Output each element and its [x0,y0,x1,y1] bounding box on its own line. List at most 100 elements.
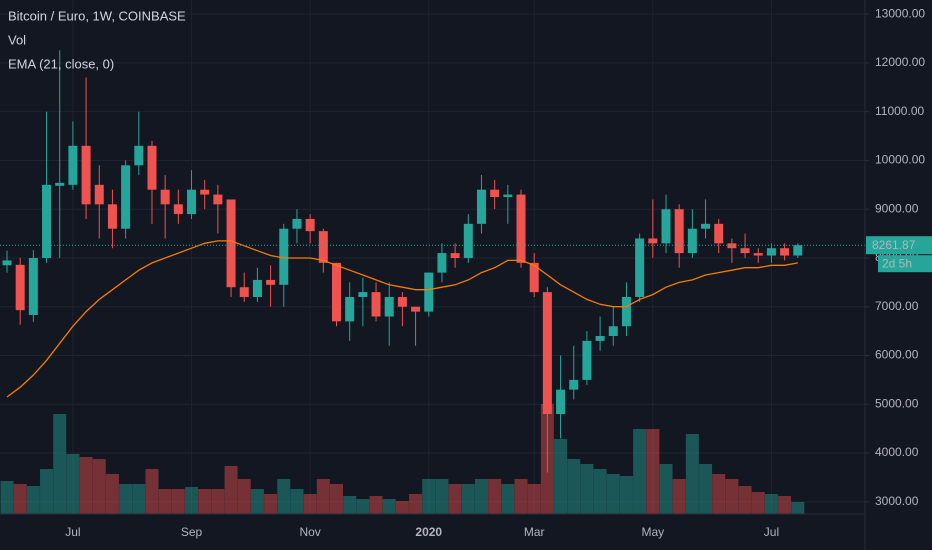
candle-body [213,194,223,205]
candle-body [450,253,460,258]
candle-body [556,389,566,415]
candle-body [714,223,724,244]
volume-bar [185,487,199,514]
candle-body [147,145,157,190]
volume-bar [474,479,488,514]
volume-bar [672,479,686,514]
y-tick-label: 3000.00 [875,494,919,508]
volume-bar [369,496,383,514]
overlay [0,240,865,398]
y-tick-label: 9000.00 [875,201,919,215]
indicator-label: EMA (21, close, 0) [8,56,114,71]
candle-body [661,209,671,244]
volume-bar [488,479,502,514]
volume-bar [738,486,752,514]
volume-bar [119,484,133,514]
volume-bar [699,464,713,514]
volume-bar [277,479,291,514]
candle-body [200,189,210,195]
candle-body [411,306,421,312]
candle-body [42,184,52,258]
candle-body [424,272,434,312]
volume-bar [264,494,278,514]
volume-bar [40,469,54,514]
candles [2,50,803,473]
chart-title: Bitcoin / Euro, 1W, COINBASE [8,8,186,23]
candle-body [687,228,697,254]
volume-bar [13,484,27,514]
indicator-label: Vol [8,32,26,47]
volume-bar [791,502,805,514]
candle-body [674,209,684,254]
candle-body [2,260,12,266]
volume-bar [646,429,660,514]
candle-body [345,296,355,322]
volume-bar [343,496,357,514]
candle-body [279,228,289,285]
volume-bar [290,489,304,514]
volume-bar [567,459,581,514]
volume-bar [132,484,146,514]
volume-bar [0,481,14,514]
candle-body [28,257,38,316]
candle-body [371,292,381,317]
candle-body [608,326,618,337]
candle-body [160,189,170,205]
candle-body [121,165,131,229]
volume-bar [712,474,726,514]
candle-body [266,279,276,285]
x-tick-label: 2020 [415,525,442,539]
candle-body [793,245,803,256]
candle-body [81,145,91,205]
candle-body [463,223,473,258]
candle-body [94,184,104,205]
candle-body [397,296,407,307]
volume-bar [53,414,67,514]
candle-body [226,199,236,288]
candle-body [384,296,394,317]
volume-bar [198,489,212,514]
volume-bar [527,484,541,514]
volume-bar [619,476,633,514]
candle-body [753,253,763,256]
volume-bar [633,429,647,514]
candle-body [15,264,25,311]
y-tick-label: 5000.00 [875,396,919,410]
volume-bar [725,479,739,514]
x-tick-label: Sep [181,525,203,539]
volume-bar [593,469,607,514]
volume-bar [105,474,119,514]
y-tick-label: 13000.00 [875,6,925,20]
volume-bar [158,489,172,514]
volume-bar [764,494,778,514]
volume-bar [316,479,330,514]
countdown-label: 2d 5h [882,256,912,270]
volume-bar [422,479,436,514]
x-tick-label: May [641,525,664,539]
candle-body [529,262,539,293]
volume-bar [303,494,317,514]
volume-bar [237,479,251,514]
candle-body [173,204,183,215]
candle-body [542,292,552,415]
volume-bar [330,484,343,514]
volume-bar [685,434,699,514]
candle-body [187,189,197,215]
y-tick-label: 6000.00 [875,348,919,362]
candle-body [621,296,631,327]
candle-body [595,336,605,341]
candle-body [68,145,78,185]
candle-body [107,204,117,229]
volume-bar [461,484,475,514]
volume-bar [224,466,238,514]
candle-body [635,238,645,297]
candle-body [358,292,368,297]
y-tick-label: 4000.00 [875,445,919,459]
volume-bar [435,479,449,514]
candle-body [780,248,790,256]
candle-body [582,340,592,380]
volume-bar [409,494,423,514]
volume-bar [395,501,409,514]
candle-body [476,189,486,224]
